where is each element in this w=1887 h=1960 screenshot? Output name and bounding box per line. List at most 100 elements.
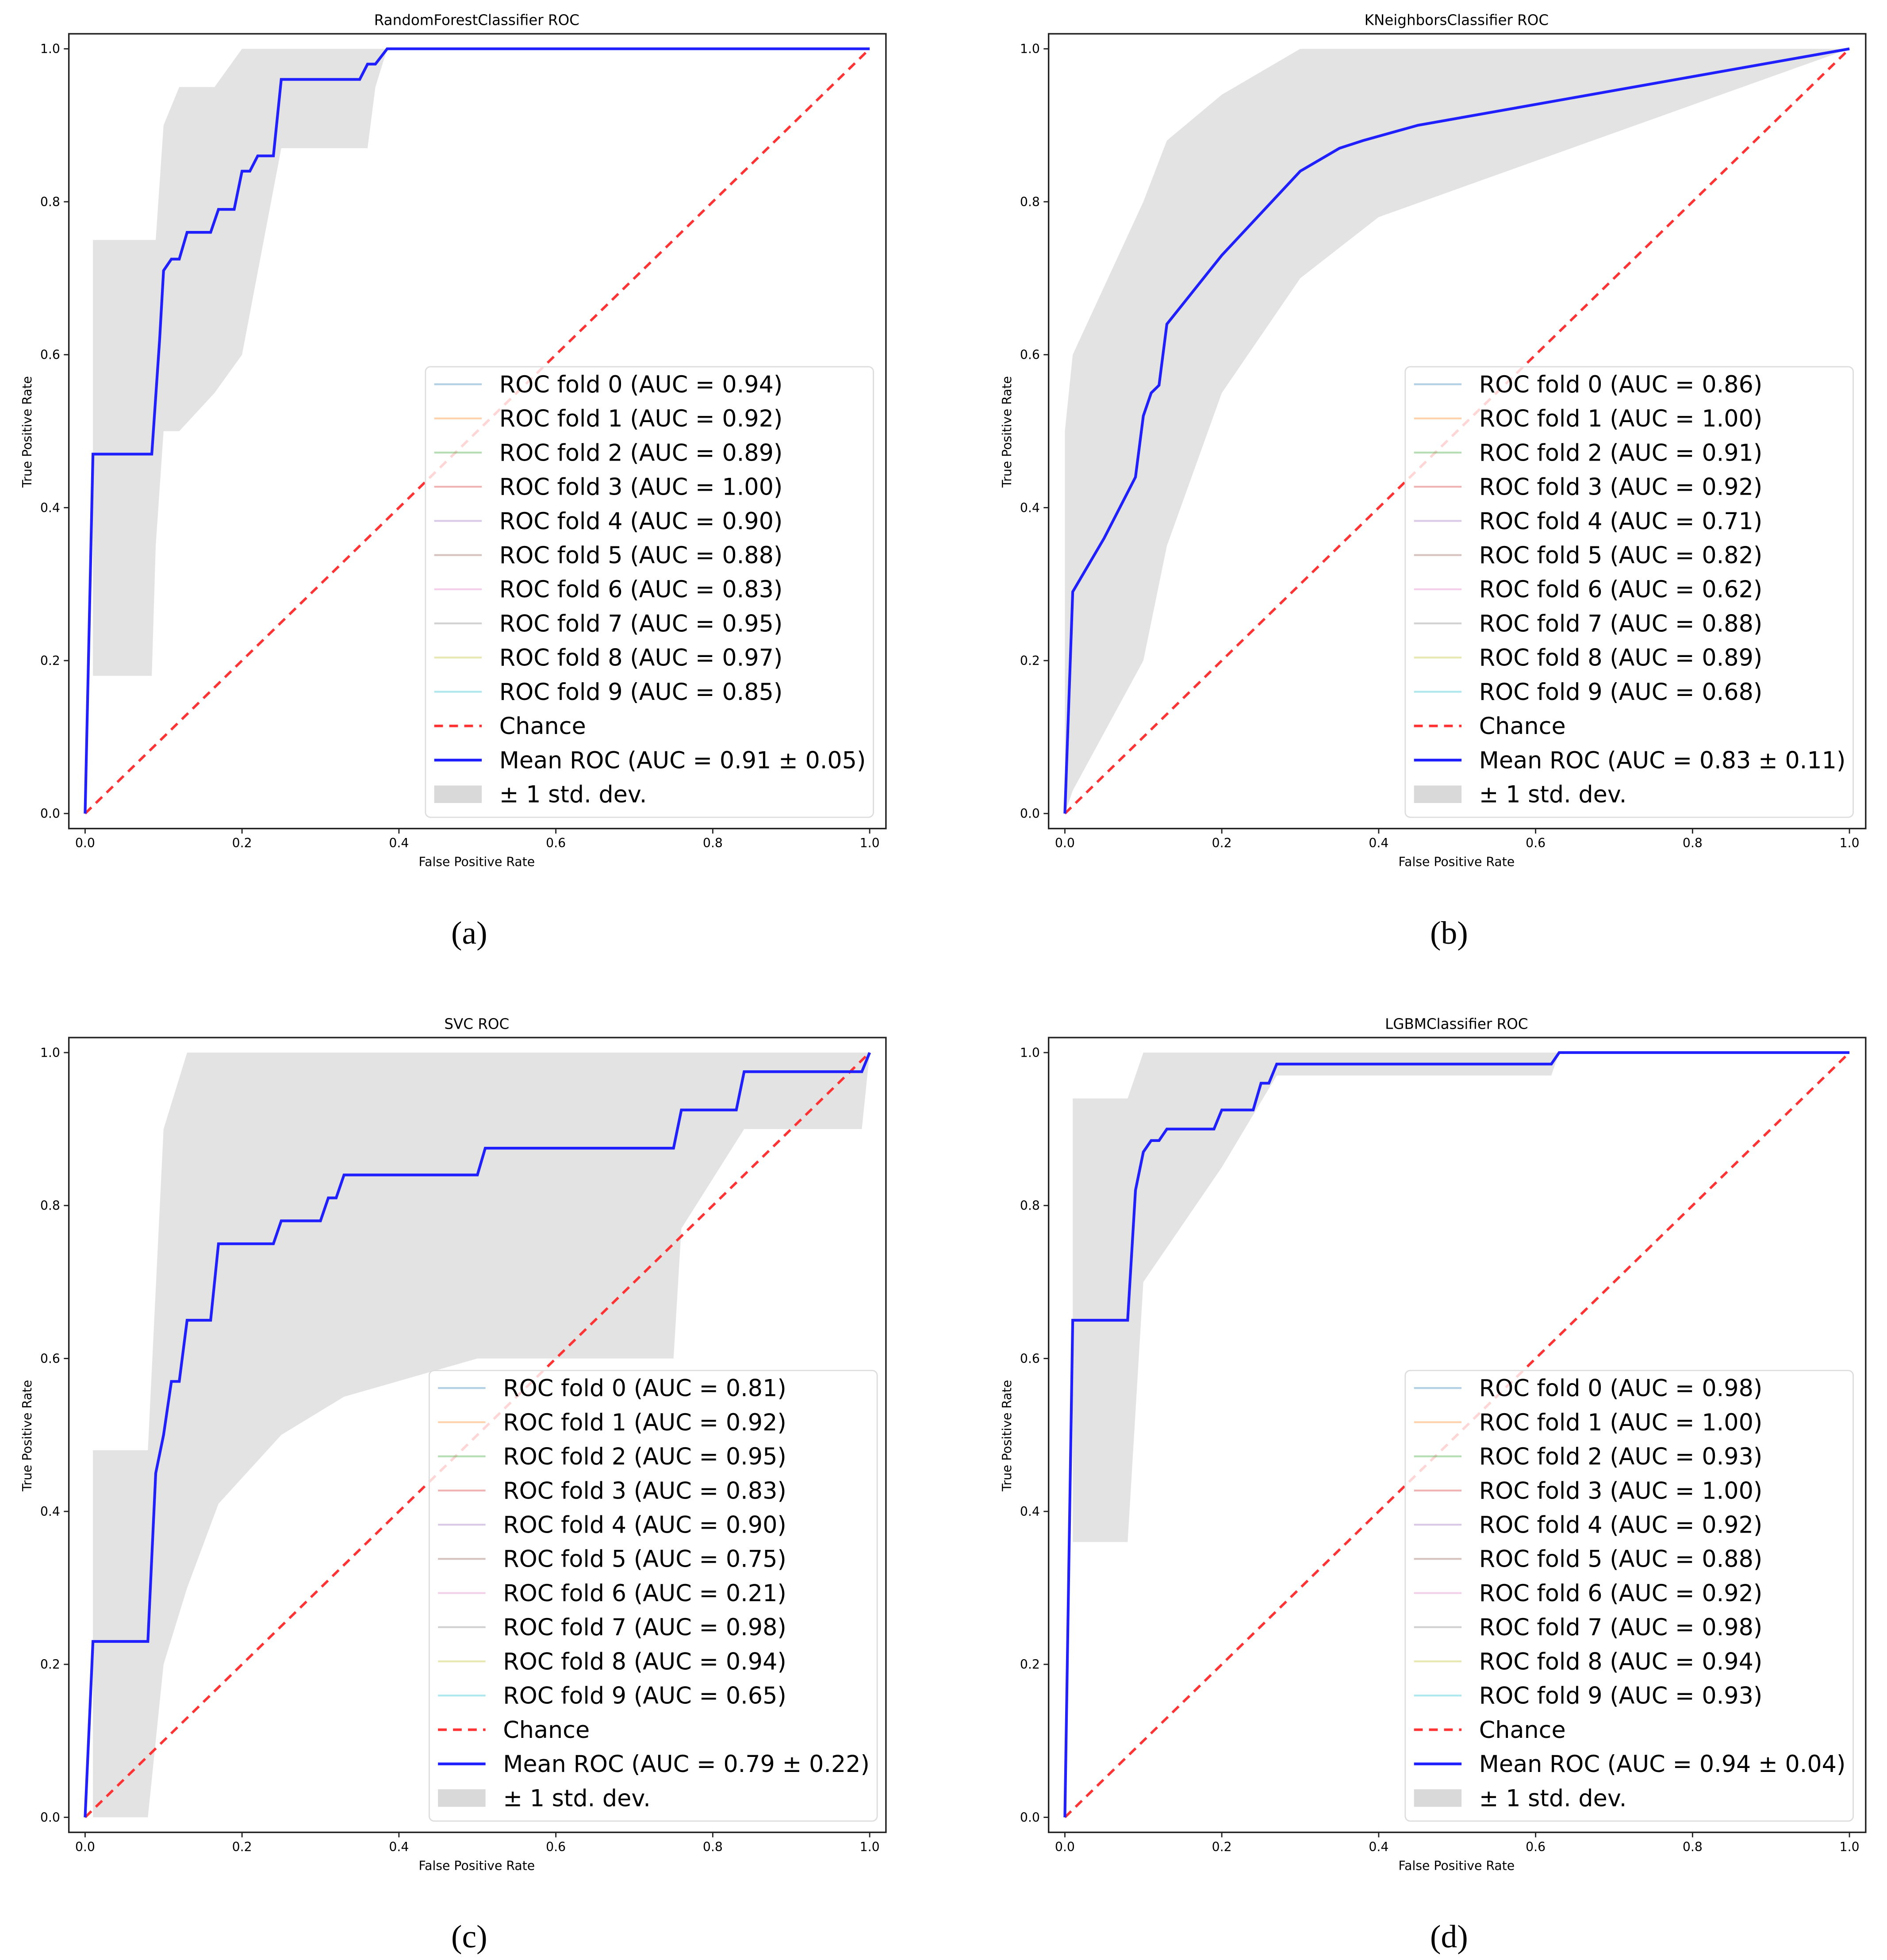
y-tick-label: 0.6 — [40, 1351, 60, 1366]
legend-label: ROC fold 3 (AUC = 0.92) — [1479, 474, 1763, 501]
std-dev-band — [1065, 49, 1850, 814]
legend-label: ROC fold 7 (AUC = 0.98) — [503, 1614, 786, 1641]
x-tick-label: 1.0 — [860, 836, 880, 850]
legend-label: ROC fold 0 (AUC = 0.94) — [499, 371, 783, 398]
y-tick-label: 0.2 — [1020, 1657, 1040, 1672]
legend-label: Chance — [499, 713, 586, 740]
y-tick-label: 0.8 — [40, 195, 60, 209]
x-tick-label: 0.8 — [703, 1840, 723, 1854]
legend-label: ROC fold 1 (AUC = 1.00) — [1479, 405, 1763, 432]
legend-label: Mean ROC (AUC = 0.83 ± 0.11) — [1479, 747, 1846, 774]
legend-label: ROC fold 0 (AUC = 0.81) — [503, 1375, 786, 1402]
legend-swatch-band — [1414, 785, 1462, 803]
legend-label: Mean ROC (AUC = 0.91 ± 0.05) — [499, 747, 866, 774]
roc-panel-3: 0.0 0.2 0.4 0.6 0.8 1.0 0.0 0.2 0.4 0.6 0.8 1.0 LGBM… — [1000, 1015, 1867, 1955]
panel-caption: (b) — [1430, 915, 1468, 951]
y-tick-label: 0.2 — [1020, 653, 1040, 668]
std-dev-band — [93, 1053, 870, 1818]
y-tick-label: 0.4 — [40, 1504, 60, 1519]
y-tick-label: 0.8 — [1020, 1199, 1040, 1213]
roc-panel-2: 0.0 0.2 0.4 0.6 0.8 1.0 0.0 0.2 0.4 0.6 0.8 1.0 SVC … — [20, 1015, 887, 1955]
y-tick-label: 0.4 — [40, 500, 60, 515]
legend-box — [425, 366, 874, 818]
y-tick-label: 0.6 — [1020, 348, 1040, 362]
y-tick-label: 0.4 — [1020, 500, 1040, 515]
legend-label: ROC fold 4 (AUC = 0.90) — [503, 1512, 786, 1539]
x-axis-label: False Positive Rate — [418, 1858, 535, 1873]
roc-panel-0: 0.0 0.2 0.4 0.6 0.8 1.0 0.0 0.2 0.4 0.6 0.8 1.0 Rand… — [20, 12, 887, 951]
legend-label: ROC fold 6 (AUC = 0.62) — [1479, 576, 1763, 603]
legend-label: ROC fold 5 (AUC = 0.75) — [503, 1546, 786, 1573]
x-tick-label: 1.0 — [860, 1840, 880, 1854]
x-tick-label: 0.0 — [75, 836, 95, 850]
x-tick-label: 0.2 — [1212, 836, 1232, 850]
y-tick-label: 0.4 — [1020, 1504, 1040, 1519]
y-tick-label: 0.8 — [40, 1199, 60, 1213]
legend-label: ROC fold 1 (AUC = 0.92) — [499, 405, 783, 432]
y-tick-label: 0.0 — [1020, 1810, 1040, 1825]
legend-label: ± 1 std. dev. — [503, 1785, 651, 1812]
legend-label: ROC fold 2 (AUC = 0.93) — [1479, 1443, 1763, 1470]
legend-label: Chance — [1479, 1717, 1566, 1744]
legend-swatch-band — [438, 1789, 486, 1807]
x-tick-label: 0.8 — [1683, 1840, 1703, 1854]
legend-label: ROC fold 8 (AUC = 0.97) — [499, 645, 783, 672]
legend-label: ROC fold 7 (AUC = 0.98) — [1479, 1614, 1763, 1641]
x-tick-label: 0.6 — [546, 1840, 566, 1854]
legend-label: ROC fold 5 (AUC = 0.82) — [1479, 542, 1763, 569]
legend-label: ROC fold 1 (AUC = 0.92) — [503, 1409, 786, 1436]
x-tick-label: 0.0 — [1055, 836, 1075, 850]
y-tick-label: 0.0 — [1020, 807, 1040, 821]
legend-label: ROC fold 6 (AUC = 0.21) — [503, 1580, 786, 1607]
mean-roc-line — [84, 47, 870, 814]
x-tick-label: 0.4 — [389, 1840, 409, 1854]
x-tick-label: 1.0 — [1840, 836, 1860, 850]
legend: ROC fold 0 (AUC = 0.98) ROC fold 1 (AUC =… — [1404, 1370, 1854, 1822]
legend-swatch-band — [434, 785, 482, 803]
legend-label: ROC fold 7 (AUC = 0.95) — [499, 610, 783, 637]
legend-label: ROC fold 2 (AUC = 0.89) — [499, 439, 783, 466]
x-axis-label: False Positive Rate — [1398, 855, 1515, 869]
legend-label: ROC fold 7 (AUC = 0.88) — [1479, 610, 1763, 637]
mean-roc-line — [1063, 47, 1850, 814]
legend-label: ROC fold 3 (AUC = 1.00) — [499, 474, 783, 501]
legend-label: ROC fold 6 (AUC = 0.83) — [499, 576, 783, 603]
legend-label: ROC fold 4 (AUC = 0.92) — [1479, 1512, 1763, 1539]
x-tick-label: 0.4 — [1369, 836, 1388, 850]
y-tick-label: 0.2 — [40, 653, 60, 668]
y-tick-label: 0.2 — [40, 1657, 60, 1672]
legend-label: ROC fold 5 (AUC = 0.88) — [1479, 1546, 1763, 1573]
legend-label: ROC fold 3 (AUC = 1.00) — [1479, 1477, 1763, 1504]
legend-label: ROC fold 4 (AUC = 0.90) — [499, 508, 783, 535]
y-tick-label: 0.0 — [40, 807, 60, 821]
legend-label: ± 1 std. dev. — [499, 781, 647, 808]
y-tick-label: 1.0 — [1020, 42, 1040, 56]
legend-label: Mean ROC (AUC = 0.94 ± 0.04) — [1479, 1751, 1846, 1778]
y-tick-label: 1.0 — [40, 1045, 60, 1060]
legend-swatch-band — [1414, 1789, 1462, 1807]
legend-label: ± 1 std. dev. — [1479, 781, 1627, 808]
std-dev-band — [1073, 1053, 1850, 1542]
legend-label: ROC fold 8 (AUC = 0.94) — [1479, 1648, 1763, 1675]
legend-label: ROC fold 4 (AUC = 0.71) — [1479, 508, 1763, 535]
legend-label: ROC fold 8 (AUC = 0.94) — [503, 1648, 786, 1675]
x-tick-label: 1.0 — [1840, 1840, 1860, 1854]
panel-caption: (c) — [451, 1918, 487, 1955]
chart-title: KNeighborsClassifier ROC — [1365, 12, 1549, 29]
legend-label: ROC fold 3 (AUC = 0.83) — [503, 1477, 786, 1504]
roc-panel-1: 0.0 0.2 0.4 0.6 0.8 1.0 0.0 0.2 0.4 0.6 0.8 1.0 KNei… — [1000, 12, 1867, 951]
x-axis-label: False Positive Rate — [1398, 1858, 1515, 1873]
legend-label: ROC fold 9 (AUC = 0.68) — [1479, 679, 1763, 706]
legend-label: ROC fold 9 (AUC = 0.93) — [1479, 1683, 1763, 1710]
mean-roc-line — [84, 1052, 871, 1818]
y-axis-label: True Positive Rate — [1000, 376, 1014, 488]
legend-label: ROC fold 2 (AUC = 0.95) — [503, 1443, 786, 1470]
legend-box — [1404, 366, 1854, 818]
x-tick-label: 0.6 — [1526, 836, 1546, 850]
chart-title: RandomForestClassifier ROC — [374, 12, 579, 29]
legend: ROC fold 0 (AUC = 0.86) ROC fold 1 (AUC =… — [1404, 366, 1854, 818]
legend-label: ROC fold 2 (AUC = 0.91) — [1479, 439, 1763, 466]
x-tick-label: 0.2 — [232, 1840, 252, 1854]
legend-box — [428, 1370, 878, 1822]
legend-label: ROC fold 0 (AUC = 0.98) — [1479, 1375, 1763, 1402]
